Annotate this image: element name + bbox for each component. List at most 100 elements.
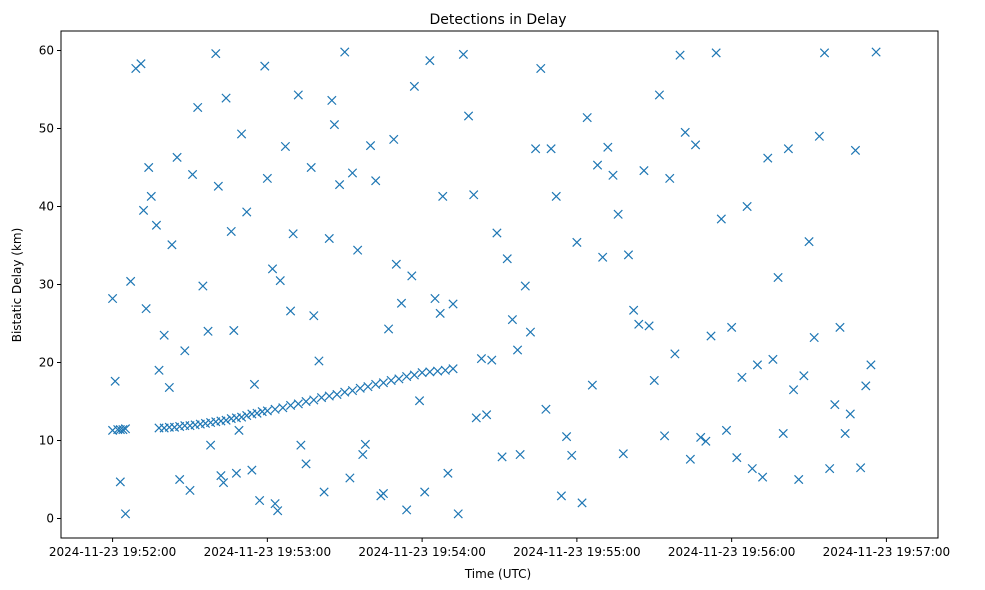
x-tick-label: 2024-11-23 19:52:00 xyxy=(49,545,176,559)
clutter-detection-marker xyxy=(435,308,445,318)
track-detection-marker xyxy=(285,400,296,411)
clutter-detection-marker xyxy=(587,380,597,390)
clutter-detection-marker xyxy=(799,371,809,381)
y-tick-label: 20 xyxy=(39,356,54,370)
clutter-detection-marker xyxy=(430,293,440,304)
clutter-detection-marker xyxy=(226,226,236,237)
clutter-detection-marker xyxy=(845,409,855,419)
clutter-detection-marker xyxy=(167,240,177,250)
clutter-detection-marker xyxy=(665,173,675,184)
clutter-detection-marker xyxy=(850,145,861,155)
clutter-detection-marker xyxy=(561,431,572,442)
clutter-detection-marker xyxy=(221,93,231,103)
clutter-detection-marker xyxy=(572,237,582,248)
clutter-detection-marker xyxy=(567,450,577,460)
clutter-detection-marker xyxy=(301,459,311,469)
clutter-detection-marker xyxy=(391,259,401,269)
y-tick-label: 60 xyxy=(39,44,54,58)
clutter-detection-marker xyxy=(365,141,376,151)
clutter-detection-marker xyxy=(469,190,479,200)
clutter-detection-marker xyxy=(164,382,174,393)
clutter-detection-marker xyxy=(185,485,195,496)
clutter-detection-marker xyxy=(327,95,337,106)
clutter-detection-marker xyxy=(141,304,151,314)
clutter-detection-marker xyxy=(551,191,561,201)
clutter-detection-marker xyxy=(546,144,556,154)
clutter-detection-marker xyxy=(536,63,546,74)
clutter-detection-marker xyxy=(690,140,701,150)
clutter-detection-marker xyxy=(288,229,298,239)
clutter-detection-marker xyxy=(211,48,221,59)
track-detection-marker xyxy=(236,412,247,422)
clutter-detection-marker xyxy=(830,399,840,410)
clutter-detection-marker xyxy=(324,233,334,244)
track-detection-marker xyxy=(301,396,311,407)
clutter-detection-marker xyxy=(706,331,716,341)
track-detection-marker xyxy=(363,382,373,392)
clutter-detection-marker xyxy=(463,111,474,121)
clutter-detection-marker xyxy=(727,322,737,333)
clutter-detection-marker xyxy=(639,165,649,176)
clutter-detection-marker xyxy=(402,505,412,515)
track-detection-marker xyxy=(316,392,327,403)
clutter-detection-marker xyxy=(476,353,487,364)
clutter-detection-marker xyxy=(742,201,752,212)
clutter-detection-marker xyxy=(151,220,162,230)
clutter-detection-marker xyxy=(187,169,198,180)
y-axis-label: Bistatic Delay (km) xyxy=(10,228,24,343)
clutter-detection-marker xyxy=(314,356,324,366)
clutter-detection-marker xyxy=(329,119,340,130)
clutter-detection-marker xyxy=(193,102,203,113)
clutter-detection-marker xyxy=(634,319,644,329)
track-detection-marker xyxy=(448,364,458,374)
clutter-detection-marker xyxy=(866,360,876,370)
clutter-detection-marker xyxy=(608,170,618,180)
x-tick-label: 2024-11-23 19:54:00 xyxy=(358,545,485,559)
clutter-detection-marker xyxy=(273,506,283,516)
clutter-detection-marker xyxy=(525,327,536,337)
clutter-detection-marker xyxy=(768,354,778,365)
clutter-detection-marker xyxy=(360,439,370,450)
track-detection-marker xyxy=(278,403,288,413)
clutter-detection-marker xyxy=(267,264,278,274)
clutter-detection-marker xyxy=(871,47,881,57)
clutter-detection-marker xyxy=(172,152,182,162)
clutter-detection-marker xyxy=(231,468,242,478)
clutter-detection-marker xyxy=(159,330,169,340)
clutter-detection-marker xyxy=(249,379,260,389)
track-detection-marker xyxy=(221,415,231,425)
clutter-detection-marker xyxy=(659,431,670,441)
clutter-detection-marker xyxy=(438,191,448,201)
clutter-detection-marker xyxy=(107,293,118,304)
clutter-detection-marker xyxy=(306,162,316,173)
track-detection-marker xyxy=(378,378,389,388)
track-detection-marker xyxy=(440,365,450,375)
clutter-detection-marker xyxy=(180,346,190,356)
clutter-detection-marker xyxy=(378,488,389,499)
clutter-detection-marker xyxy=(654,90,665,100)
track-detection-marker xyxy=(252,408,262,418)
clutter-detection-marker xyxy=(763,153,773,163)
track-detection-marker xyxy=(309,395,319,405)
clutter-detection-marker xyxy=(507,314,518,325)
clutter-detection-marker xyxy=(409,81,420,92)
clutter-detection-marker xyxy=(794,474,804,485)
track-detection-marker xyxy=(425,367,435,377)
clutter-detection-marker xyxy=(203,326,213,336)
clutter-detection-marker xyxy=(701,436,711,446)
clutter-detection-marker xyxy=(541,404,551,414)
clutter-detection-marker xyxy=(144,162,154,173)
clutter-detection-marker xyxy=(234,425,244,435)
clutter-detection-marker xyxy=(345,473,355,483)
clutter-detection-marker xyxy=(347,168,358,178)
y-tick-label: 30 xyxy=(39,278,54,292)
clutter-detection-marker xyxy=(732,453,742,463)
clutter-detection-marker xyxy=(270,499,280,509)
clutter-detection-marker xyxy=(675,50,685,60)
clutter-detection-marker xyxy=(515,449,525,460)
clutter-detection-marker xyxy=(414,396,425,406)
clutter-detection-marker xyxy=(425,56,435,66)
clutter-detection-marker xyxy=(293,90,303,100)
track-detection-marker xyxy=(120,424,131,434)
